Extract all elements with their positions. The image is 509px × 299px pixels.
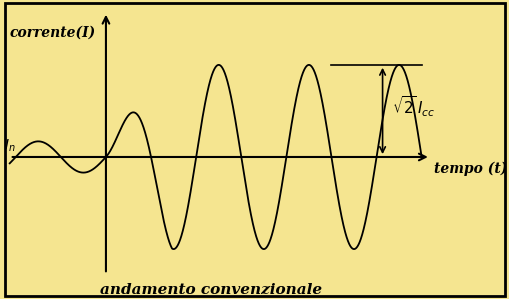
Text: corrente(I): corrente(I) [10,26,96,40]
Text: $\sqrt{2}\,I_{cc}$: $\sqrt{2}\,I_{cc}$ [391,94,434,119]
Text: $I_n$: $I_n$ [4,138,15,154]
Text: andamento convenzionale: andamento convenzionale [100,283,322,297]
Text: tempo (t): tempo (t) [433,161,506,176]
